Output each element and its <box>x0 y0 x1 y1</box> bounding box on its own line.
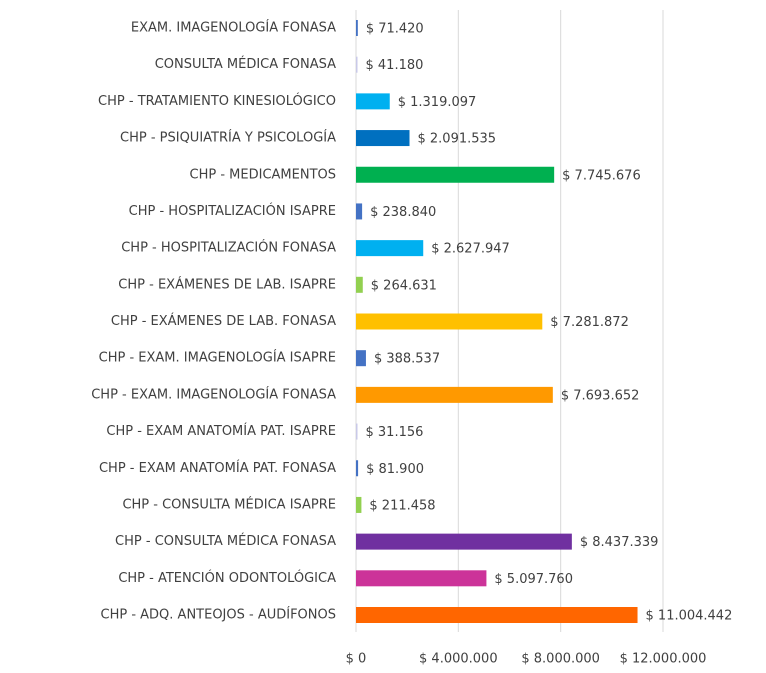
y-tick-label: CHP - ADQ. ANTEOJOS - AUDÍFONOS <box>101 607 337 623</box>
bar <box>356 313 543 330</box>
value-label: $ 2.627.947 <box>431 242 510 257</box>
y-tick-label: CHP - HOSPITALIZACIÓN FONASA <box>121 240 336 256</box>
y-tick-label: CONSULTA MÉDICA FONASA <box>155 56 336 72</box>
value-label: $ 7.281.872 <box>550 315 629 330</box>
y-tick-label: EXAM. IMAGENOLOGÍA FONASA <box>131 20 336 36</box>
bar <box>356 570 487 587</box>
y-tick-label: CHP - ATENCIÓN ODONTOLÓGICA <box>118 570 336 586</box>
bar <box>356 423 358 440</box>
bar <box>356 460 359 477</box>
value-label: $ 211.458 <box>369 498 435 513</box>
value-label: $ 238.840 <box>370 205 436 220</box>
x-tick-label: $ 0 <box>346 652 367 667</box>
x-tick-label: $ 8.000.000 <box>521 652 600 667</box>
bar <box>356 533 572 550</box>
y-tick-label: CHP - TRATAMIENTO KINESIOLÓGICO <box>98 93 336 109</box>
value-label: $ 81.900 <box>366 462 424 477</box>
value-label: $ 31.156 <box>366 425 424 440</box>
bar <box>356 607 638 623</box>
bar <box>356 350 366 367</box>
value-label: $ 5.097.760 <box>494 572 573 587</box>
bar <box>356 93 390 110</box>
y-tick-label: CHP - EXÁMENES DE LAB. ISAPRE <box>118 276 336 292</box>
value-label: $ 2.091.535 <box>418 132 497 147</box>
bar <box>356 20 358 36</box>
y-tick-label: CHP - PSIQUIATRÍA Y PSICOLOGÍA <box>120 130 336 146</box>
y-tick-label: CHP - MEDICAMENTOS <box>190 167 336 182</box>
bar <box>356 203 363 220</box>
x-tick-label: $ 12.000.000 <box>620 652 707 667</box>
value-label: $ 264.631 <box>371 278 437 293</box>
y-tick-label: CHP - EXAM. IMAGENOLOGÍA FONASA <box>91 386 336 402</box>
bar <box>356 166 555 183</box>
y-tick-label: CHP - EXAM. IMAGENOLOGÍA ISAPRE <box>99 350 336 366</box>
value-label: $ 7.745.676 <box>562 168 641 183</box>
y-tick-label: CHP - CONSULTA MÉDICA FONASA <box>115 533 336 549</box>
y-tick-label: CHP - CONSULTA MÉDICA ISAPRE <box>122 496 336 512</box>
x-tick-label: $ 4.000.000 <box>419 652 498 667</box>
y-tick-label: CHP - EXAM ANATOMÍA PAT. FONASA <box>99 460 336 476</box>
y-tick-label: CHP - EXAM ANATOMÍA PAT. ISAPRE <box>106 423 336 439</box>
bar <box>356 386 553 403</box>
bar <box>356 240 424 257</box>
value-label: $ 8.437.339 <box>580 535 659 550</box>
value-label: $ 41.180 <box>366 58 424 73</box>
bar <box>356 130 410 147</box>
value-label: $ 71.420 <box>366 22 424 37</box>
value-label: $ 388.537 <box>374 352 440 367</box>
bar <box>356 276 363 293</box>
value-label: $ 7.693.652 <box>561 388 640 403</box>
y-tick-label: CHP - HOSPITALIZACIÓN ISAPRE <box>129 203 336 219</box>
value-label: $ 11.004.442 <box>646 609 733 624</box>
bar <box>356 56 358 73</box>
bar <box>356 496 362 513</box>
y-tick-label: CHP - EXÁMENES DE LAB. FONASA <box>111 313 336 329</box>
value-label: $ 1.319.097 <box>398 95 477 110</box>
